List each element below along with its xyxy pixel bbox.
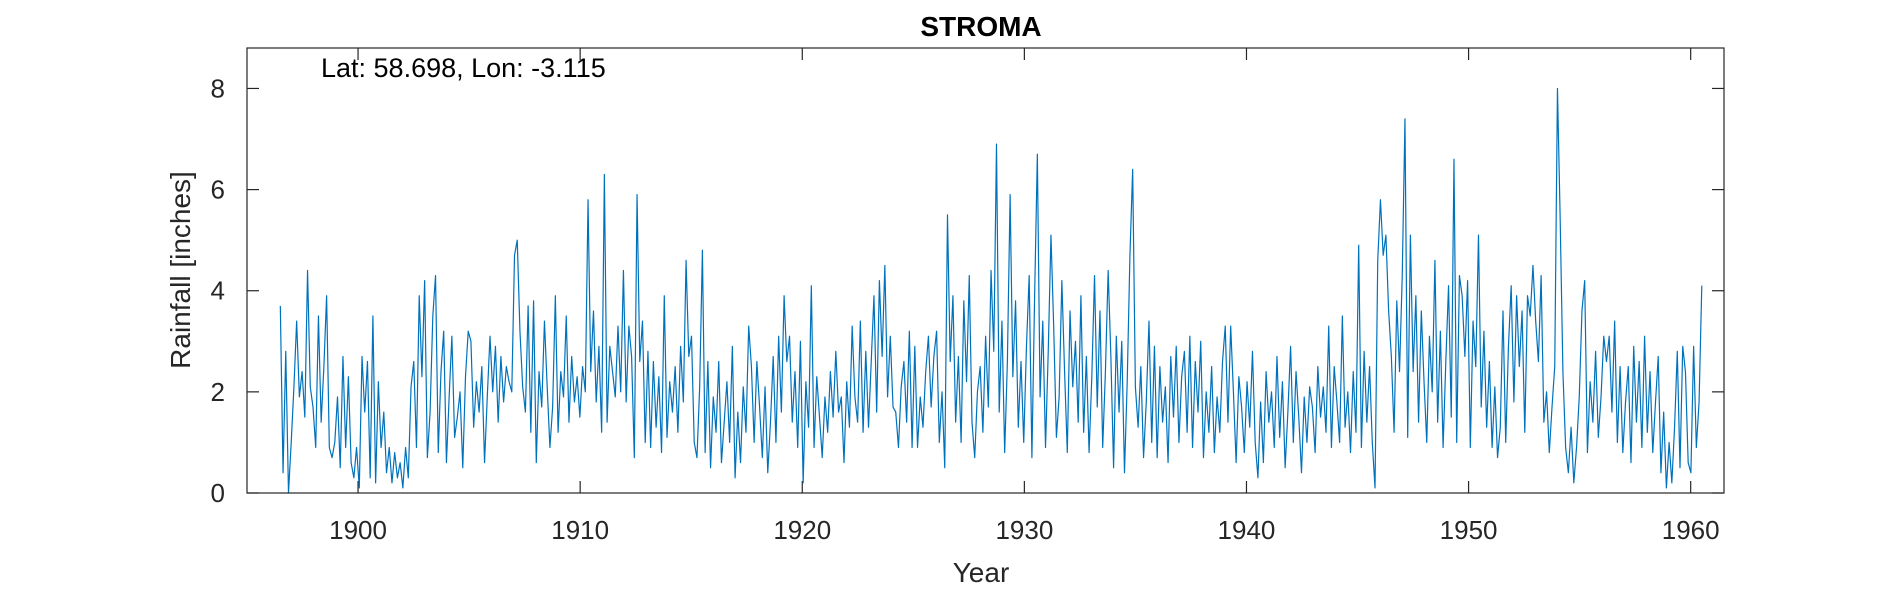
x-tick-label: 1930 [995, 515, 1053, 545]
y-tick-label: 8 [211, 73, 225, 103]
y-axis-label: Rainfall [inches] [165, 171, 196, 369]
y-tick-label: 0 [211, 478, 225, 508]
plot-area [247, 48, 1724, 493]
x-tick-label: 1950 [1440, 515, 1498, 545]
x-tick-label: 1920 [773, 515, 831, 545]
x-tick-label: 1900 [329, 515, 387, 545]
y-tick-label: 6 [211, 175, 225, 205]
x-tick-label: 1960 [1662, 515, 1720, 545]
rainfall-series-line [279, 87, 1703, 494]
chart-title: STROMA [920, 11, 1041, 42]
chart-annotation: Lat: 58.698, Lon: -3.115 [321, 53, 606, 83]
y-tick-label: 4 [211, 276, 225, 306]
x-tick-label: 1910 [551, 515, 609, 545]
x-axis-label: Year [953, 557, 1010, 588]
x-tick-labels: 1900 1910 1920 1930 1940 1950 1960 [329, 515, 1719, 545]
y-tick-labels: 0 2 4 6 8 [211, 73, 225, 508]
x-tick-label: 1940 [1218, 515, 1276, 545]
axis-ticks [247, 48, 1724, 494]
y-tick-label: 2 [211, 377, 225, 407]
plot-frame [246, 47, 1725, 494]
